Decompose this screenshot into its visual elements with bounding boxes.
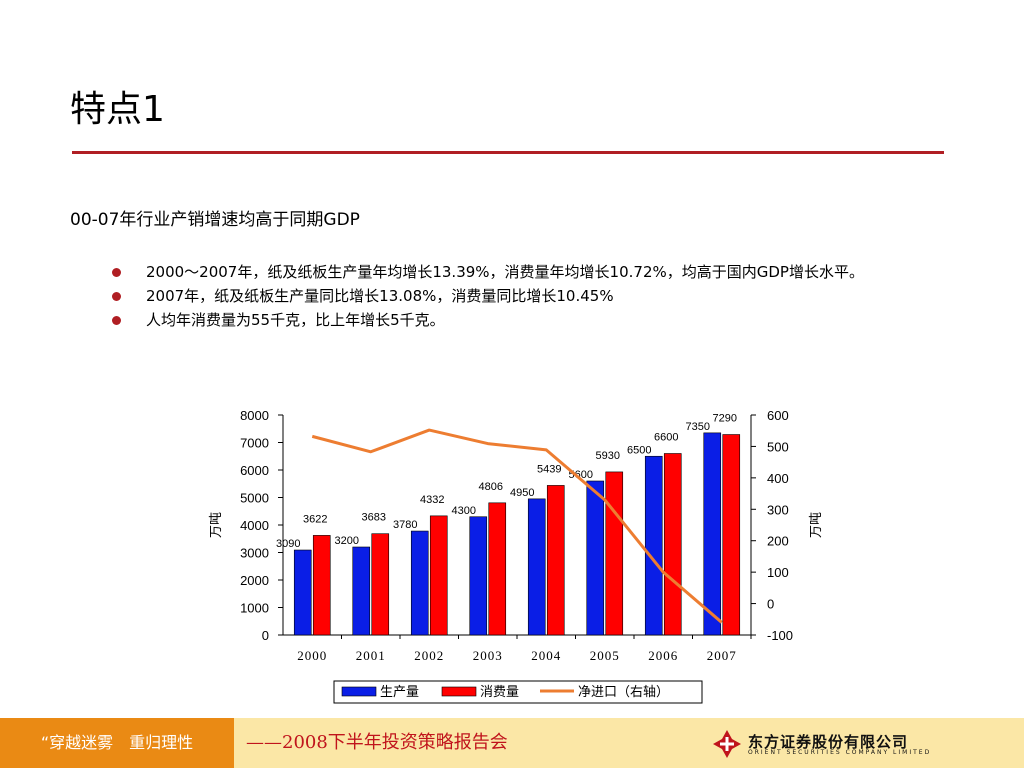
y2-tick-label: 100 [767, 565, 789, 580]
bar-production [586, 480, 605, 636]
x-tick-label: 2007 [707, 648, 737, 663]
data-label-production: 6500 [627, 444, 651, 456]
legend-label-consumption: 消费量 [480, 685, 519, 700]
legend-swatch-production [341, 686, 377, 697]
y-tick-label: 5000 [240, 491, 269, 506]
data-label-production: 3090 [276, 538, 300, 550]
bar-consumption [429, 515, 448, 636]
data-label-production: 3200 [335, 535, 359, 547]
bar-production [469, 516, 488, 636]
x-tick-label: 2002 [414, 648, 444, 663]
bar-consumption [546, 485, 565, 636]
bullet-list: 2000～2007年，纸及纸板生产量年均增长13.39%，消费量年均增长10.7… [110, 262, 950, 334]
bullet-dot-icon [112, 316, 121, 325]
bar-production [703, 432, 722, 636]
company-name: 东方证券股份有限公司 [748, 733, 909, 751]
y-tick-label: 7000 [240, 436, 269, 451]
y-tick-label: 0 [262, 628, 269, 643]
y2-tick-label: 0 [767, 597, 774, 612]
bar-consumption [312, 535, 331, 636]
bullet-dot-icon [112, 292, 121, 301]
data-label-production: 7350 [686, 421, 710, 433]
y2-tick-label: 200 [767, 534, 789, 549]
chart-legend [333, 680, 703, 704]
bar-production [644, 455, 663, 636]
y-tick-label: 4000 [240, 518, 269, 533]
data-label-consumption: 3683 [362, 512, 386, 524]
footer-slogan: “穿越迷雾 重归理性 [0, 718, 234, 768]
x-tick-label: 2001 [356, 648, 386, 663]
data-label-production: 4950 [510, 487, 534, 499]
data-label-consumption: 5930 [596, 450, 620, 462]
data-label-production: 3780 [393, 519, 417, 531]
y2-tick-label: 400 [767, 471, 789, 486]
y-tick-label: 3000 [240, 546, 269, 561]
data-label-production: 4300 [452, 505, 476, 517]
y2-tick-label: -100 [767, 628, 793, 643]
data-label-consumption: 3622 [303, 513, 327, 525]
y-axis-title: 万吨 [209, 512, 224, 538]
y2-tick-label: 500 [767, 439, 789, 454]
y-tick-label: 8000 [240, 408, 269, 423]
legend-swatch-consumption [441, 686, 477, 697]
bullet-item: 2000～2007年，纸及纸板生产量年均增长13.39%，消费量年均增长10.7… [110, 262, 950, 282]
y2-tick-label: 300 [767, 502, 789, 517]
combo-chart: 8000700060005000400030002000100006005004… [209, 408, 824, 704]
data-label-consumption: 7290 [713, 413, 737, 425]
y-tick-label: 1000 [240, 601, 269, 616]
data-label-consumption: 5439 [537, 463, 561, 475]
bar-consumption [488, 502, 507, 636]
y-tick-label: 2000 [240, 573, 269, 588]
data-label-consumption: 4806 [479, 481, 503, 493]
bar-consumption [722, 434, 741, 636]
y2-tick-label: 600 [767, 408, 789, 423]
line-net-import [311, 428, 723, 624]
bar-production [527, 498, 546, 636]
company-logo-icon [713, 730, 741, 758]
bar-production [293, 549, 312, 636]
bullet-text: 2007年，纸及纸板生产量同比增长13.08%，消费量同比增长10.45% [146, 287, 614, 305]
data-label-consumption: 6600 [654, 432, 678, 444]
bar-consumption [371, 533, 390, 636]
data-label-production: 5600 [569, 469, 593, 481]
data-label-consumption: 4332 [420, 494, 444, 506]
bullet-dot-icon [112, 268, 121, 277]
footer-bar: “穿越迷雾 重归理性 ——2008下半年投资策略报告会 东方证券股份有限公司 O… [0, 718, 1024, 768]
bar-production [410, 530, 429, 636]
bar-consumption [663, 453, 682, 636]
title-divider [72, 151, 944, 154]
bullet-item: 人均年消费量为55千克，比上年增长5千克。 [110, 310, 950, 330]
x-tick-label: 2005 [590, 648, 620, 663]
company-logo: 东方证券股份有限公司 ORIENT SECURITIES COMPANY LIM… [712, 727, 1012, 761]
x-tick-label: 2000 [297, 648, 327, 663]
section-subtitle: 00-07年行业产销增速均高于同期GDP [70, 210, 360, 230]
legend-label-production: 生产量 [380, 685, 419, 700]
bullet-text: 人均年消费量为55千克，比上年增长5千克。 [146, 311, 445, 329]
page-title: 特点1 [70, 89, 165, 130]
x-tick-label: 2003 [473, 648, 503, 663]
y-tick-label: 6000 [240, 463, 269, 478]
y2-axis-title: 万吨 [809, 512, 824, 538]
bullet-text: 2000～2007年，纸及纸板生产量年均增长13.39%，消费量年均增长10.7… [146, 263, 864, 281]
bar-consumption [605, 471, 624, 636]
bar-production [352, 546, 371, 636]
x-tick-label: 2006 [648, 648, 678, 663]
x-tick-label: 2004 [531, 648, 561, 663]
bullet-item: 2007年，纸及纸板生产量同比增长13.08%，消费量同比增长10.45% [110, 286, 950, 306]
footer-report-title: ——2008下半年投资策略报告会 [246, 732, 508, 753]
company-name-en: ORIENT SECURITIES COMPANY LIMITED [748, 749, 932, 756]
legend-label-net-import: 净进口（右轴） [578, 685, 669, 700]
